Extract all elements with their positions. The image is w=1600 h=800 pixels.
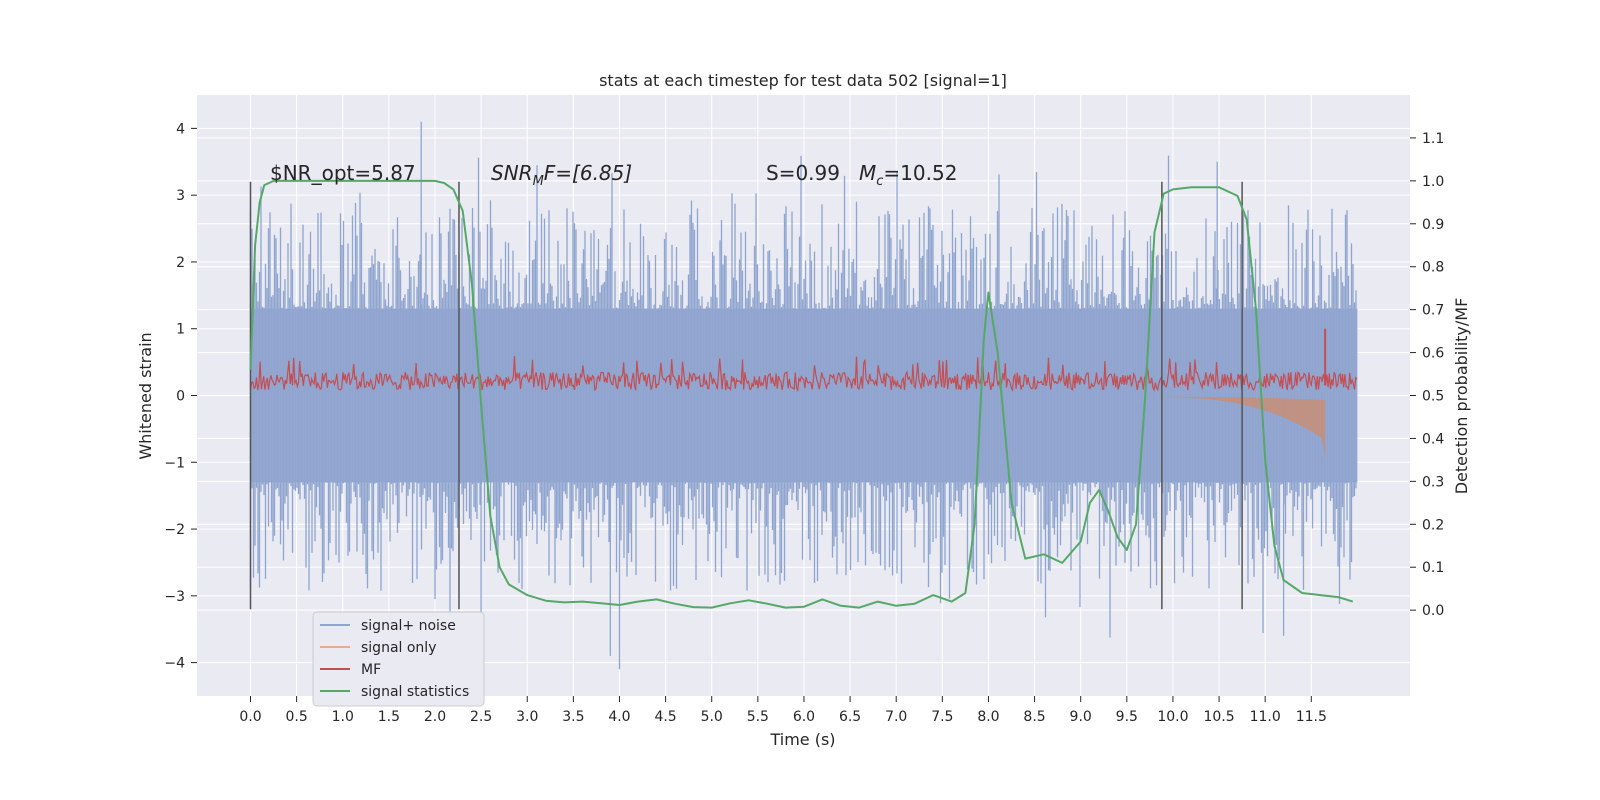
y-left-tick-label: 1: [176, 322, 185, 338]
annotation-mc-value: =10.52: [883, 161, 957, 185]
y-left-tick-label: 3: [176, 188, 185, 204]
x-tick-label: 7.5: [931, 709, 953, 725]
y-left-tick-label: −4: [164, 656, 185, 672]
annotation-snr-mf: SNRMF=[6.85]: [491, 161, 632, 189]
x-tick-label: 0.5: [285, 709, 307, 725]
annotation-mc-sub: c: [876, 174, 883, 189]
annotation-snr-mf-label: SNR: [491, 161, 533, 185]
y-left-tick-label: 2: [176, 255, 185, 271]
y-left-tick-label: −1: [164, 455, 185, 471]
x-tick-label: 8.0: [977, 709, 999, 725]
annotation-snr-opt: $NR_opt=5.87: [270, 161, 416, 185]
y-right-tick-label: 1.1: [1422, 131, 1444, 147]
x-tick-label: 3.5: [562, 709, 584, 725]
y-left-tick-label: −2: [164, 522, 185, 538]
x-tick-label: 9.0: [1070, 709, 1092, 725]
y-right-tick-label: 0.3: [1422, 474, 1444, 490]
x-tick-label: 0.0: [239, 709, 261, 725]
x-tick-label: 5.0: [701, 709, 723, 725]
x-axis-ticks: 0.0 0.5 1.0 1.5 2.0 2.5 3.0 3.5 4.0 4.5 5.0 5.5 6.0 6…: [239, 696, 1327, 725]
y-axis-left-label: Whitened strain: [136, 332, 155, 459]
y-left-tick-label: 0: [176, 389, 185, 405]
legend: signal+ noise signal only MF signal statist…: [312, 611, 485, 707]
x-tick-label: 9.5: [1116, 709, 1138, 725]
x-tick-label: 7.0: [885, 709, 907, 725]
x-tick-label: 11.5: [1296, 709, 1327, 725]
y-left-tick-label: −3: [164, 589, 185, 605]
legend-items: signal+ noise signal only MF signal statist…: [320, 618, 469, 700]
legend-label: MF: [361, 662, 381, 678]
series-mf: [249, 328, 1358, 393]
annotation-snr-mf-value: F=[6.85]: [544, 161, 632, 185]
x-tick-label: 6.0: [793, 709, 815, 725]
annotation-mc-label: M: [859, 161, 876, 185]
x-tick-label: 11.0: [1250, 709, 1281, 725]
y-right-tick-label: 0.5: [1422, 389, 1444, 405]
x-tick-label: 4.5: [654, 709, 676, 725]
y-right-tick-label: 0.2: [1422, 517, 1444, 533]
y-axis-right-label: Detection probability/MF: [1452, 298, 1471, 495]
x-tick-label: 10.5: [1203, 709, 1234, 725]
x-tick-label: 1.5: [378, 709, 400, 725]
y-axis-left-ticks: 4 3 2 1 0 −1 −2 −3 −4: [164, 121, 197, 672]
y-axis-right-ticks: 1.1 1.0 0.9 0.8 0.7 0.6 0.5 0.4 0.3 0.2 0.1 0.0: [1410, 131, 1444, 619]
y-left-tick-label: 4: [176, 121, 185, 137]
series-signal-only: [1136, 396, 1326, 459]
vertical-markers: [249, 181, 1243, 610]
x-tick-label: 4.0: [608, 709, 630, 725]
annotation-snr-mf-sub: M: [533, 174, 544, 189]
x-tick-label: 8.5: [1023, 709, 1045, 725]
x-tick-label: 1.0: [332, 709, 354, 725]
x-tick-label: 3.0: [516, 709, 538, 725]
series-signal-noise: [249, 121, 1358, 670]
legend-label: signal only: [361, 640, 436, 656]
x-tick-label: 10.0: [1157, 709, 1188, 725]
y-right-tick-label: 0.0: [1422, 603, 1444, 619]
series-signal-statistics: [249, 179, 1354, 609]
signal-statistics-line: [249, 179, 1354, 609]
y-right-tick-label: 0.8: [1422, 260, 1444, 276]
x-tick-label: 5.5: [747, 709, 769, 725]
annotation-s-value: S=0.99: [766, 161, 840, 185]
y-right-tick-label: 0.4: [1422, 431, 1444, 447]
x-axis-label: Time (s): [769, 730, 835, 749]
legend-box: [312, 611, 485, 707]
legend-label: signal+ noise: [361, 618, 456, 634]
x-tick-label: 2.5: [470, 709, 492, 725]
y-right-tick-label: 0.1: [1422, 560, 1444, 576]
chart-title: stats at each timestep for test data 502…: [599, 71, 1007, 90]
signal-only-trace: [1136, 396, 1326, 459]
x-tick-label: 6.5: [839, 709, 861, 725]
x-tick-label: 2.0: [424, 709, 446, 725]
y-right-tick-label: 0.7: [1422, 303, 1444, 319]
y-right-tick-label: 1.0: [1422, 174, 1444, 190]
legend-label: signal statistics: [361, 684, 469, 700]
y-right-tick-label: 0.9: [1422, 217, 1444, 233]
y-right-tick-label: 0.6: [1422, 346, 1444, 362]
mf-trace: [249, 355, 1358, 393]
annotation-mc: Mc=10.52: [859, 161, 957, 189]
